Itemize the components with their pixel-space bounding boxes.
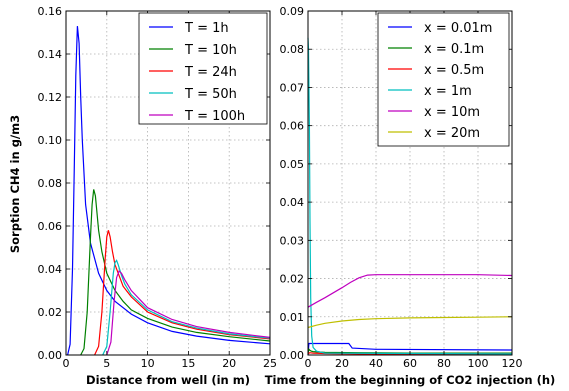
left-y-tick-label: 0.02 bbox=[38, 306, 63, 319]
left-x-tick-label: 10 bbox=[141, 357, 155, 370]
left-y-tick-label: 0.04 bbox=[38, 263, 63, 276]
left-x-tick-label: 25 bbox=[263, 357, 277, 370]
left-legend: T = 1h T = 10h T = 24h T = 50h T = 100h bbox=[138, 12, 268, 125]
left-legend-label: T = 24h bbox=[184, 65, 237, 80]
left-series-line-5 bbox=[106, 270, 271, 356]
left-y-tick-label: 0.08 bbox=[38, 177, 63, 190]
right-y-tick-label: 0.01 bbox=[280, 311, 305, 324]
left-y-tick-label: 0.12 bbox=[38, 91, 63, 104]
left-y-tick-label: 0.10 bbox=[38, 134, 63, 147]
right-legend-label: x = 0.01m bbox=[424, 21, 492, 36]
right-legend-label: x = 0.5m bbox=[424, 63, 484, 78]
right-y-tick-label: 0.08 bbox=[280, 43, 305, 56]
left-chart: 0 5 10 15 20 25 0.00 0.02 0.04 0.06 0.08 0.10 0.12 0.… bbox=[8, 5, 277, 387]
left-x-tick-label: 20 bbox=[222, 357, 236, 370]
right-ticks: 0 20 40 60 80 100 120 0.00 0.01 0.02 0.03 0.04 0.05 0… bbox=[280, 5, 523, 370]
right-y-tick-label: 0.02 bbox=[280, 273, 305, 286]
left-legend-label: T = 10h bbox=[184, 43, 237, 58]
right-chart: 0 20 40 60 80 100 120 0.00 0.01 0.02 0.03 0.04 0.05 0… bbox=[265, 5, 556, 387]
right-y-tick-label: 0.04 bbox=[280, 196, 305, 209]
left-series-line-2 bbox=[80, 189, 271, 356]
left-x-tick-label: 5 bbox=[103, 357, 110, 370]
right-legend-label: x = 20m bbox=[424, 126, 480, 141]
right-x-tick-label: 40 bbox=[369, 357, 383, 370]
right-legend: x = 0.01m x = 0.1m x = 0.5m x = 1m x = 10m x … bbox=[377, 12, 510, 147]
right-y-tick-label: 0.06 bbox=[280, 120, 305, 133]
left-series-group bbox=[67, 26, 271, 356]
right-series-line-1 bbox=[307, 342, 513, 356]
left-legend-label: T = 100h bbox=[184, 109, 245, 124]
left-series-line-1 bbox=[67, 26, 271, 356]
right-series-line-5 bbox=[307, 274, 513, 308]
left-legend-label: T = 50h bbox=[184, 87, 237, 102]
left-series-line-3 bbox=[94, 230, 271, 356]
right-y-tick-label: 0.03 bbox=[280, 234, 305, 247]
right-legend-label: x = 10m bbox=[424, 105, 480, 120]
right-x-tick-label: 80 bbox=[437, 357, 451, 370]
right-series-line-6 bbox=[307, 316, 513, 329]
left-legend-label: T = 1h bbox=[184, 21, 229, 36]
right-x-axis-label: Time from the beginning of CO2 injection… bbox=[265, 373, 556, 387]
left-x-axis-label: Distance from well (in m) bbox=[86, 373, 250, 387]
right-y-tick-label: 0.05 bbox=[280, 158, 305, 171]
left-y-tick-label: 0.16 bbox=[38, 5, 63, 18]
right-y-tick-label: 0.07 bbox=[280, 81, 305, 94]
right-x-tick-label: 120 bbox=[502, 357, 523, 370]
left-x-tick-label: 0 bbox=[63, 357, 70, 370]
left-series-line-4 bbox=[102, 259, 271, 356]
right-x-tick-label: 100 bbox=[468, 357, 489, 370]
right-y-tick-label: 0.09 bbox=[280, 5, 305, 18]
left-y-tick-label: 0.06 bbox=[38, 220, 63, 233]
right-legend-label: x = 0.1m bbox=[424, 42, 484, 57]
left-y-tick-label: 0.00 bbox=[38, 349, 63, 362]
left-y-axis-label: Sorption CH4 in g/m3 bbox=[8, 115, 22, 253]
right-legend-label: x = 1m bbox=[424, 84, 472, 99]
left-legend-box bbox=[138, 12, 268, 125]
right-legend-box bbox=[377, 12, 510, 147]
left-x-tick-label: 15 bbox=[181, 357, 195, 370]
right-x-tick-label: 20 bbox=[335, 357, 349, 370]
right-x-tick-label: 60 bbox=[403, 357, 417, 370]
left-y-tick-label: 0.14 bbox=[38, 48, 63, 61]
right-x-tick-label: 0 bbox=[305, 357, 312, 370]
right-y-tick-label: 0.00 bbox=[280, 349, 305, 362]
